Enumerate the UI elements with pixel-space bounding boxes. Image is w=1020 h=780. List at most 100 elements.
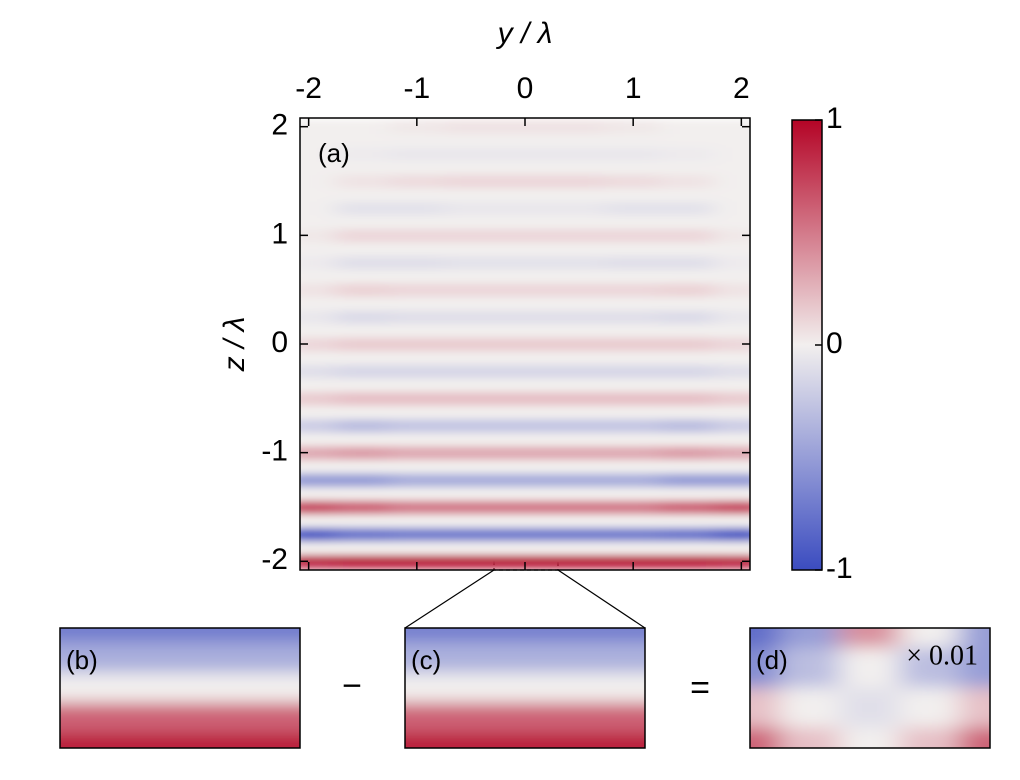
cell: [551, 309, 607, 325]
cell: [443, 431, 499, 447]
zoom-line: [557, 569, 646, 629]
cell: [389, 391, 445, 406]
cell: [605, 200, 661, 216]
cell: [899, 628, 961, 649]
cell: [300, 486, 337, 501]
panel-cells: [60, 628, 300, 748]
cell: [335, 119, 391, 134]
cell: [300, 540, 337, 556]
cell: [713, 377, 750, 393]
cell: [389, 160, 445, 175]
cell: [443, 282, 499, 297]
cell: [443, 486, 499, 501]
cell: [551, 350, 607, 365]
cell: [300, 200, 337, 216]
cell: [497, 363, 553, 379]
cell: [300, 526, 337, 542]
cell: [605, 268, 661, 284]
cell: [713, 309, 750, 325]
cell: [659, 526, 715, 542]
cell: [300, 282, 337, 297]
cell: [443, 255, 499, 270]
cell: [335, 295, 391, 311]
heatmap-cells: [300, 119, 750, 569]
cell: [605, 377, 661, 393]
cell: [405, 642, 645, 674]
cell: [713, 458, 750, 474]
cell: [551, 119, 607, 134]
cell: [497, 282, 553, 297]
cell: [443, 445, 499, 460]
cell: [551, 160, 607, 175]
colorbar-tick-label: 1: [826, 102, 843, 135]
cell: [497, 445, 553, 460]
cell: [443, 187, 499, 202]
cell: [497, 350, 553, 365]
cell: [750, 687, 781, 729]
cell: [713, 323, 750, 338]
cell: [713, 486, 750, 501]
cell: [300, 241, 337, 257]
cell: [389, 431, 445, 447]
cell: [779, 628, 841, 649]
cell: [605, 404, 661, 420]
cell: [659, 187, 715, 202]
cell: [713, 363, 750, 379]
cell: [713, 132, 750, 148]
cell: [551, 472, 607, 488]
cell: [659, 391, 715, 406]
cell: [959, 687, 990, 729]
cell: [497, 214, 553, 230]
cell: [659, 472, 715, 488]
cell: [497, 228, 553, 243]
cell: [659, 282, 715, 297]
cell: [713, 418, 750, 433]
cell: [389, 241, 445, 257]
panel-label: (b): [66, 645, 98, 675]
cell: [300, 404, 337, 420]
operator: −: [342, 667, 362, 705]
panel-cells: [405, 628, 645, 748]
cell: [389, 526, 445, 542]
cell: [405, 732, 645, 748]
cell: [300, 323, 337, 338]
cell: [389, 350, 445, 365]
cell: [713, 173, 750, 189]
cell: [713, 241, 750, 257]
cell: [959, 628, 990, 649]
cell: [551, 255, 607, 270]
cell: [335, 160, 391, 175]
cell: [335, 268, 391, 284]
cell: [605, 391, 661, 406]
cell: [605, 132, 661, 148]
cell: [605, 472, 661, 488]
cell: [443, 418, 499, 433]
cell: [839, 647, 901, 689]
cell: [300, 418, 337, 433]
cell: [389, 132, 445, 148]
cell: [389, 200, 445, 216]
cell: [713, 540, 750, 556]
cell: [713, 214, 750, 230]
cell: [389, 146, 445, 162]
cell: [443, 404, 499, 420]
cell: [839, 628, 901, 649]
cell: [335, 391, 391, 406]
cell: [497, 336, 553, 352]
cell: [335, 282, 391, 297]
cell: [750, 727, 781, 748]
cell: [300, 132, 337, 148]
cell: [389, 377, 445, 393]
cell: [551, 404, 607, 420]
cell: [605, 309, 661, 325]
cell: [497, 173, 553, 189]
cell: [60, 628, 300, 644]
cell: [659, 377, 715, 393]
cell: [497, 526, 553, 542]
cell: [659, 350, 715, 365]
cell: [713, 336, 750, 352]
cell: [551, 323, 607, 338]
cell: [300, 160, 337, 175]
cell: [779, 687, 841, 729]
cell: [551, 187, 607, 202]
